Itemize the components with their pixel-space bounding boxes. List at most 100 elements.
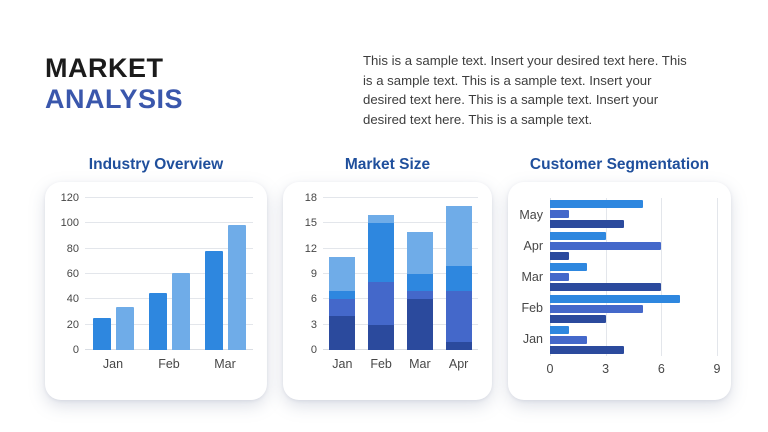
stacked-bar bbox=[445, 198, 472, 350]
industry-overview-chart-card: 0 20 40 60 80 100 120 Jan Feb Mar bbox=[45, 182, 267, 400]
bar-group bbox=[550, 231, 717, 260]
series-dark-bar bbox=[92, 318, 111, 350]
segment-indigo bbox=[406, 290, 433, 300]
category-label: Jan bbox=[522, 331, 543, 346]
x-tick-label: 0 bbox=[546, 362, 554, 376]
x-tick-label: Apr bbox=[448, 357, 469, 371]
bar-group bbox=[92, 198, 134, 350]
customer-segmentation-chart: May Apr Mar Feb Jan bbox=[519, 198, 718, 356]
segment-navy bbox=[329, 316, 356, 350]
segment-navy bbox=[406, 299, 433, 350]
category-label: Apr bbox=[523, 239, 543, 254]
segment-indigo bbox=[445, 290, 472, 342]
gridline bbox=[85, 298, 253, 300]
series-light-bar bbox=[115, 306, 134, 350]
x-tick-label: Jan bbox=[332, 357, 353, 371]
segment-indigo bbox=[368, 282, 395, 325]
bar-group bbox=[550, 200, 717, 228]
page-title-line2: ANALYSIS bbox=[45, 84, 184, 114]
y-tick-label: 15 bbox=[304, 217, 317, 230]
y-tick-label: 80 bbox=[66, 242, 79, 255]
y-axis: 0 3 6 9 12 15 18 bbox=[295, 192, 323, 356]
segment-bright bbox=[329, 290, 356, 300]
series-indigo-bar bbox=[550, 336, 588, 344]
series-bright-bar bbox=[550, 263, 588, 271]
segment-light bbox=[445, 206, 472, 266]
plot-area bbox=[550, 198, 718, 356]
bar-group bbox=[550, 294, 717, 323]
bars-area bbox=[550, 198, 717, 356]
page-title: MARKET ANALYSIS bbox=[45, 53, 183, 115]
x-axis: 0 3 6 9 bbox=[546, 362, 721, 382]
series-dark-bar bbox=[148, 293, 167, 350]
gridline bbox=[605, 198, 607, 356]
market-size-chart-card: 0 3 6 9 12 15 18 Jan Feb Mar Apr bbox=[283, 182, 492, 400]
series-indigo-bar bbox=[550, 241, 662, 250]
series-bright-bar bbox=[550, 326, 569, 334]
series-bright-bar bbox=[550, 231, 606, 240]
gridline bbox=[323, 349, 478, 350]
x-tick-label: Mar bbox=[409, 357, 431, 371]
bars-area bbox=[323, 198, 478, 350]
category-label: Feb bbox=[521, 300, 543, 315]
chart-title-customer-segmentation: Customer Segmentation bbox=[529, 156, 710, 173]
gridline bbox=[85, 247, 253, 249]
series-light-bar bbox=[171, 272, 190, 350]
gridline bbox=[323, 298, 478, 300]
x-tick-label: Jan bbox=[102, 357, 124, 371]
x-axis: Jan Feb Mar bbox=[85, 350, 253, 371]
gridline bbox=[323, 222, 478, 224]
x-tick-label: 9 bbox=[713, 362, 721, 376]
bar-group bbox=[204, 198, 246, 350]
bars-area bbox=[85, 198, 253, 350]
bar-group bbox=[148, 198, 190, 350]
category-label: May bbox=[519, 208, 543, 223]
y-tick-label: 100 bbox=[60, 217, 79, 230]
gridline bbox=[323, 247, 478, 249]
series-bright-bar bbox=[550, 294, 680, 303]
y-tick-label: 9 bbox=[310, 268, 317, 280]
chart-title-market-size: Market Size bbox=[344, 156, 431, 173]
x-tick-label: Mar bbox=[214, 357, 236, 371]
category-axis: May Apr Mar Feb Jan bbox=[519, 198, 550, 356]
segment-light bbox=[368, 214, 395, 224]
y-tick-label: 20 bbox=[66, 318, 79, 331]
series-bright-bar bbox=[550, 200, 643, 208]
segment-light bbox=[329, 257, 356, 291]
series-navy-bar bbox=[550, 314, 606, 323]
y-tick-label: 40 bbox=[66, 293, 79, 306]
category-label: Mar bbox=[521, 269, 543, 284]
x-tick-label: Feb bbox=[370, 357, 392, 371]
y-tick-label: 3 bbox=[310, 318, 317, 331]
x-axis: Jan Feb Mar Apr bbox=[323, 350, 478, 371]
series-indigo-bar bbox=[550, 210, 569, 218]
segment-navy bbox=[368, 324, 395, 350]
y-tick-label: 0 bbox=[72, 344, 79, 356]
series-light-bar bbox=[227, 224, 246, 350]
page-title-line1: MARKET bbox=[45, 53, 164, 83]
customer-segmentation-chart-card: May Apr Mar Feb Jan 0 3 6 9 bbox=[508, 182, 731, 400]
x-tick-label: Feb bbox=[158, 357, 180, 371]
series-indigo-bar bbox=[550, 304, 643, 313]
plot-area bbox=[323, 197, 478, 350]
stacked-bar bbox=[406, 198, 433, 350]
series-navy-bar bbox=[550, 283, 662, 291]
stacked-bar bbox=[329, 198, 356, 350]
x-tick-label: 3 bbox=[602, 362, 610, 376]
stacked-bar bbox=[368, 198, 395, 350]
y-tick-label: 12 bbox=[304, 242, 317, 255]
plot-area bbox=[85, 197, 253, 350]
gridline bbox=[85, 197, 253, 198]
segment-indigo bbox=[329, 299, 356, 317]
gridline bbox=[323, 323, 478, 325]
segment-bright bbox=[406, 274, 433, 291]
intro-paragraph: This is a sample text. Insert your desir… bbox=[363, 53, 687, 127]
series-navy-bar bbox=[550, 251, 569, 260]
chart-title-industry-overview: Industry Overview bbox=[88, 156, 224, 173]
gridline bbox=[85, 323, 253, 325]
market-size-chart: 0 3 6 9 12 15 18 bbox=[295, 192, 478, 356]
y-axis: 0 20 40 60 80 100 120 bbox=[57, 192, 85, 356]
segment-bright bbox=[445, 265, 472, 291]
gridline bbox=[323, 197, 478, 198]
segment-bright bbox=[368, 223, 395, 283]
